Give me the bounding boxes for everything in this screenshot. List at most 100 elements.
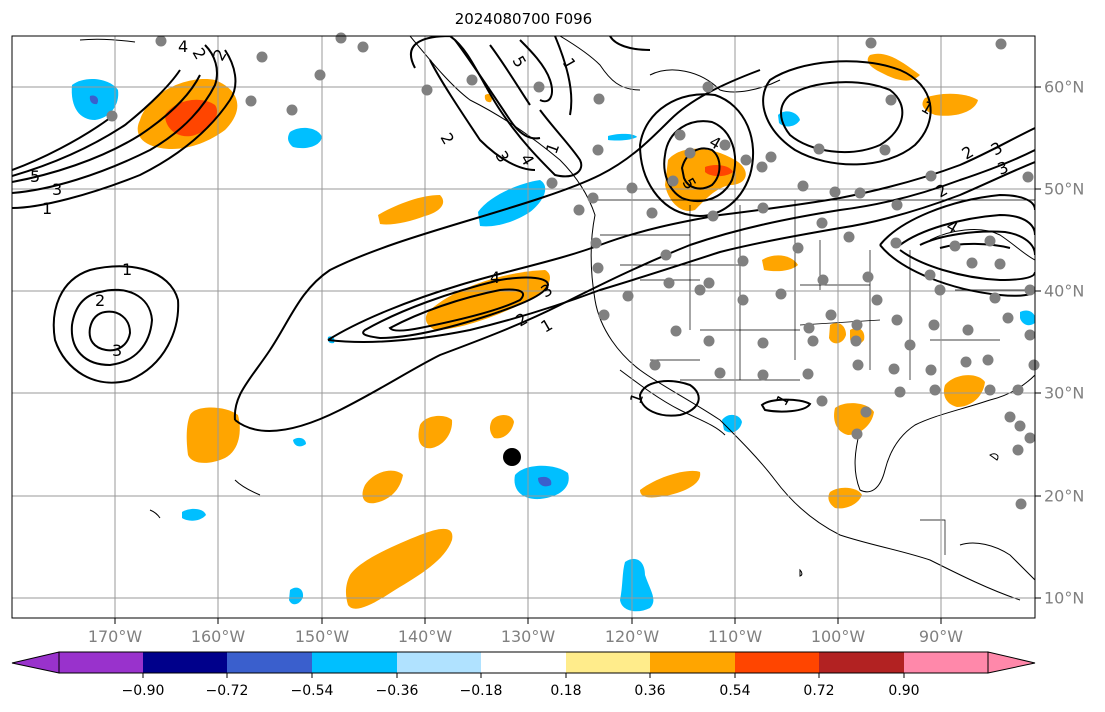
colorbar-tick-label: 0.18 <box>550 683 582 699</box>
contour-line <box>362 276 550 340</box>
anomaly-area-positive <box>828 487 862 509</box>
anomaly-area-positive <box>362 470 403 504</box>
colorbar-tick-label: −0.18 <box>459 683 503 699</box>
anomaly-area-positive <box>943 375 985 407</box>
lat-label: 50°N <box>1044 179 1085 199</box>
anomaly-area-positive <box>640 470 701 498</box>
colorbar-tick-label: 0.90 <box>888 683 920 699</box>
contour-line <box>762 60 932 166</box>
contour-label: 4 <box>517 151 539 169</box>
contour-label: 2 <box>95 291 105 310</box>
contour-line <box>454 39 541 140</box>
anomaly-area-positive <box>665 148 746 211</box>
contour-line <box>638 93 755 217</box>
anomaly-area-positive <box>489 414 514 439</box>
lon-tick-marks <box>114 618 942 624</box>
contour-label: 1 <box>538 315 556 337</box>
contour-line <box>609 36 651 51</box>
anomaly-area-negative <box>722 414 742 433</box>
lon-label: 160°W <box>190 627 246 646</box>
contour-line <box>12 49 237 209</box>
lat-label: 10°N <box>1044 588 1085 608</box>
lon-label: 140°W <box>397 627 453 646</box>
lat-tick-marks <box>1035 86 1041 599</box>
colorbar-tick-label: 0.72 <box>803 683 835 699</box>
contour-label: 3 <box>988 138 1006 160</box>
contour-line <box>939 242 1011 249</box>
contour-label: 2 <box>189 45 211 63</box>
contour-line <box>88 310 132 352</box>
contour-line <box>899 213 1035 246</box>
colorbar-tick-label: −0.90 <box>121 683 165 699</box>
contour-label: 4 <box>178 37 188 56</box>
anomaly-area-strong-negative <box>89 95 99 105</box>
contour-label: 1 <box>122 260 132 279</box>
anomaly-area-negative <box>608 133 637 141</box>
anomaly-area-positive <box>418 415 453 449</box>
colorbar-tick-label: 0.54 <box>719 683 751 699</box>
anomaly-area-negative <box>288 127 322 149</box>
graticule <box>12 36 1035 618</box>
contour-label: 4 <box>490 268 500 287</box>
contour-line <box>327 161 1035 343</box>
contour-line <box>12 44 218 194</box>
contour-line <box>879 193 1035 246</box>
anomaly-area-negative <box>620 558 654 612</box>
contour-line <box>429 59 536 171</box>
contour-line <box>663 120 737 202</box>
colorbar-tick-label: −0.54 <box>290 683 334 699</box>
contour-label: 1 <box>542 140 563 156</box>
lat-label: 40°N <box>1044 281 1085 301</box>
contour-line <box>388 288 525 332</box>
lon-label: 90°W <box>918 627 964 646</box>
map-title: 2024080700 F096 <box>454 10 593 28</box>
target-location-marker <box>503 448 521 466</box>
anomaly-area-negative <box>293 437 306 447</box>
anomaly-area-negative <box>289 587 304 605</box>
anomaly-area-negative <box>182 508 206 521</box>
contour-line <box>234 149 1035 432</box>
contour-label: 1 <box>42 199 52 218</box>
contour-line <box>554 36 573 116</box>
shading-layer <box>71 53 1035 612</box>
contour-line <box>12 74 201 183</box>
contour-line <box>780 81 904 153</box>
colorbar-tick-label: 0.36 <box>634 683 666 699</box>
coastlines <box>79 36 1035 601</box>
contour-line <box>233 69 761 421</box>
anomaly-area-positive <box>378 195 444 225</box>
anomaly-area-negative <box>478 180 546 227</box>
anomaly-area-positive <box>425 270 550 330</box>
colorbar-tick-label: −0.36 <box>375 683 419 699</box>
contour-line <box>760 398 812 413</box>
contour-line <box>899 249 1035 282</box>
anomaly-area-positive <box>345 528 453 609</box>
contour-line <box>919 230 1035 256</box>
anomaly-area-negative <box>1020 310 1035 326</box>
contour-label: 3 <box>995 157 1011 178</box>
lon-label: 150°W <box>294 627 350 646</box>
anomaly-area-positive <box>922 93 978 116</box>
lat-label: 30°N <box>1044 383 1085 403</box>
station-markers <box>106 32 1040 510</box>
contour-line <box>12 117 111 171</box>
contour-label: 2 <box>933 180 951 202</box>
contour-label: 3 <box>112 341 122 360</box>
lat-label: 20°N <box>1044 486 1085 506</box>
map-frame <box>11 35 1036 619</box>
contour-label: 2 <box>209 46 231 64</box>
anomaly-area-strong-negative <box>538 476 552 487</box>
contour-label: 5 <box>509 53 531 71</box>
contour-label: 2 <box>437 130 459 148</box>
contour-line <box>70 288 154 367</box>
contour-line <box>489 44 531 106</box>
contour-label: 1 <box>559 55 581 73</box>
contour-label: 5 <box>30 167 40 186</box>
anomaly-area-positive <box>762 255 798 272</box>
contour-label: 3 <box>52 180 62 199</box>
lon-label: 130°W <box>500 627 556 646</box>
lon-label: 110°W <box>707 627 763 646</box>
lon-label: 100°W <box>810 627 866 646</box>
contour-line <box>12 69 181 177</box>
